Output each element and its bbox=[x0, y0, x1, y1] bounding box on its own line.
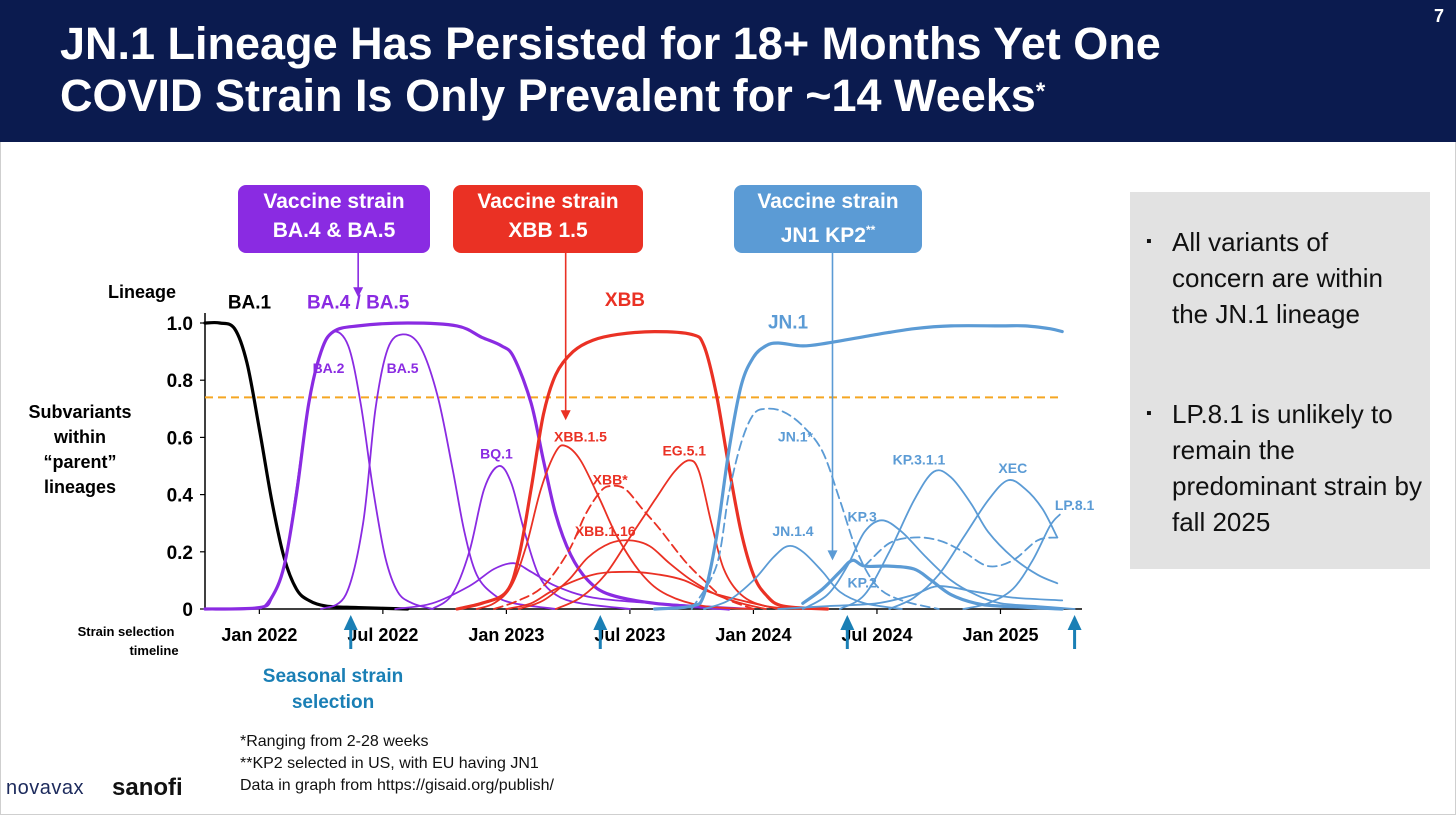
series-label: XEC bbox=[998, 460, 1027, 476]
vaccine-marker-arrowhead bbox=[827, 550, 838, 561]
seasonal-line-2: selection bbox=[291, 692, 375, 713]
y-tick-label: 0.6 bbox=[167, 428, 193, 449]
x-tick-label: Jul 2022 bbox=[347, 625, 418, 645]
series-label: BQ.1 bbox=[480, 446, 513, 462]
vaccine-box-xbb15: Vaccine strain XBB 1.5 bbox=[453, 185, 643, 253]
series-jn-1 bbox=[690, 407, 940, 610]
y-tick-label: 0.4 bbox=[167, 486, 194, 507]
seasonal-strain-label: Seasonal strain selection bbox=[240, 664, 426, 716]
y-tick-label: 0.2 bbox=[167, 543, 193, 564]
series-label: XBB.1.16 bbox=[575, 523, 636, 539]
bullet-text: LP.8.1 is unlikely to remain the predomi… bbox=[1172, 399, 1423, 537]
x-tick-label: Jan 2025 bbox=[962, 625, 1038, 645]
footnote: Data in graph from https://gisaid.org/pu… bbox=[240, 777, 554, 794]
series-label: XBB bbox=[605, 290, 645, 311]
strain-selection-label: timeline bbox=[129, 643, 178, 658]
vaccine-box-line2: BA.4 & BA.5 bbox=[272, 219, 396, 242]
series-ba-1 bbox=[203, 320, 410, 611]
y-axis-sublabel: Subvariants bbox=[28, 402, 131, 422]
vaccine-box-strain: JN1 KP2 bbox=[780, 224, 866, 247]
x-tick-label: Jul 2024 bbox=[841, 625, 912, 645]
series-xbb bbox=[455, 330, 830, 611]
vaccine-box-line2: XBB 1.5 bbox=[508, 219, 588, 242]
vaccine-box-line2: JN1 KP2** bbox=[734, 216, 922, 250]
bullet-text: All variants of concern are within the J… bbox=[1172, 227, 1383, 329]
x-tick-label: Jul 2023 bbox=[594, 625, 665, 645]
series-label: BA.1 bbox=[228, 293, 272, 314]
sanofi-logo: sanofi bbox=[112, 774, 183, 801]
series-label: KP.3.1.1 bbox=[893, 451, 946, 467]
series-eg-5-1 bbox=[554, 459, 804, 610]
title-line-1: JN.1 Lineage Has Persisted for 18+ Month… bbox=[60, 18, 1161, 69]
series-jn-1-4 bbox=[703, 544, 903, 610]
vaccine-box-jn1kp2: Vaccine strain JN1 KP2** bbox=[734, 185, 922, 253]
series-label: JN.1 bbox=[768, 313, 809, 334]
series-kp-3 bbox=[801, 519, 1076, 610]
vaccine-box-line1: Vaccine strain bbox=[263, 190, 405, 213]
y-tick-label: 1.0 bbox=[167, 314, 193, 335]
y-axis-sublabel: “parent” bbox=[43, 452, 116, 472]
x-tick-label: Jan 2022 bbox=[221, 625, 297, 645]
y-tick-label: 0.8 bbox=[167, 371, 193, 392]
series-xbb bbox=[493, 484, 755, 610]
footnote: *Ranging from 2-28 weeks bbox=[240, 733, 429, 750]
strain-selection-arrowhead bbox=[840, 615, 855, 630]
series-jn-1 bbox=[653, 324, 1064, 611]
vaccine-box-footnote-mark: ** bbox=[865, 223, 876, 237]
series-label: BA.2 bbox=[313, 360, 345, 376]
series-kp-2 bbox=[801, 558, 1064, 611]
series-label: XBB.1.5 bbox=[554, 428, 607, 444]
strain-selection-arrowhead bbox=[343, 615, 358, 630]
bullet-square-icon: ▪ bbox=[1146, 405, 1152, 422]
series-label: EG.5.1 bbox=[662, 443, 706, 459]
series-label: LP.8.1 bbox=[1055, 497, 1095, 513]
series-label: KP.3 bbox=[847, 508, 877, 524]
series-label: BA.4 / BA.5 bbox=[307, 293, 410, 314]
y-axis-label: Lineage bbox=[108, 282, 176, 302]
series-unlabeled bbox=[505, 570, 779, 610]
vaccine-box-line1: Vaccine strain bbox=[757, 190, 899, 213]
series-kp-3-1-1 bbox=[839, 469, 1059, 610]
slide-title: JN.1 Lineage Has Persisted for 18+ Month… bbox=[60, 18, 1390, 122]
footnotes: *Ranging from 2-28 weeks **KP2 selected … bbox=[240, 731, 554, 797]
y-axis-sublabel: lineages bbox=[44, 477, 116, 497]
bullet-square-icon: ▪ bbox=[1146, 233, 1152, 250]
footnote: **KP2 selected in US, with EU having JN1 bbox=[240, 755, 539, 772]
series-xbb-1-5 bbox=[475, 444, 755, 610]
strain-selection-arrowhead bbox=[593, 615, 608, 630]
title-banner: JN.1 Lineage Has Persisted for 18+ Month… bbox=[0, 0, 1456, 142]
y-tick-label: 0 bbox=[182, 600, 193, 621]
vaccine-box-line1: Vaccine strain bbox=[477, 190, 619, 213]
vaccine-box-ba45: Vaccine strain BA.4 & BA.5 bbox=[238, 185, 430, 253]
y-axis-sublabel: within bbox=[53, 427, 106, 447]
series-ba-2 bbox=[204, 330, 434, 611]
series-unlabeled bbox=[863, 536, 1059, 568]
series-label: JN.1.4 bbox=[772, 523, 813, 539]
series-label: XBB* bbox=[593, 471, 629, 487]
series-label: BA.5 bbox=[387, 360, 419, 376]
x-tick-label: Jan 2023 bbox=[468, 625, 544, 645]
series-lp-8-1 bbox=[962, 513, 1061, 610]
series-unlabeled bbox=[777, 585, 1064, 610]
title-line-2: COVID Strain Is Only Prevalent for ~14 W… bbox=[60, 70, 1036, 121]
series-unlabeled bbox=[394, 562, 755, 610]
vaccine-marker-arrowhead bbox=[560, 410, 571, 421]
x-tick-label: Jan 2024 bbox=[715, 625, 791, 645]
page-number: 7 bbox=[1433, 6, 1444, 26]
seasonal-line-1: Seasonal strain bbox=[262, 666, 404, 687]
title-footnote-mark: * bbox=[1035, 78, 1046, 105]
series-label: JN.1* bbox=[778, 428, 814, 444]
key-points-panel: ▪ All variants of concern are within the… bbox=[1130, 192, 1430, 569]
series-ba-5 bbox=[320, 333, 557, 610]
strain-selection-arrowhead bbox=[1067, 615, 1082, 630]
novavax-logo: novavax bbox=[6, 777, 84, 799]
vaccine-marker-arrowhead bbox=[353, 287, 364, 298]
series-bq-1 bbox=[431, 465, 631, 610]
strain-selection-label: Strain selection bbox=[78, 624, 175, 639]
